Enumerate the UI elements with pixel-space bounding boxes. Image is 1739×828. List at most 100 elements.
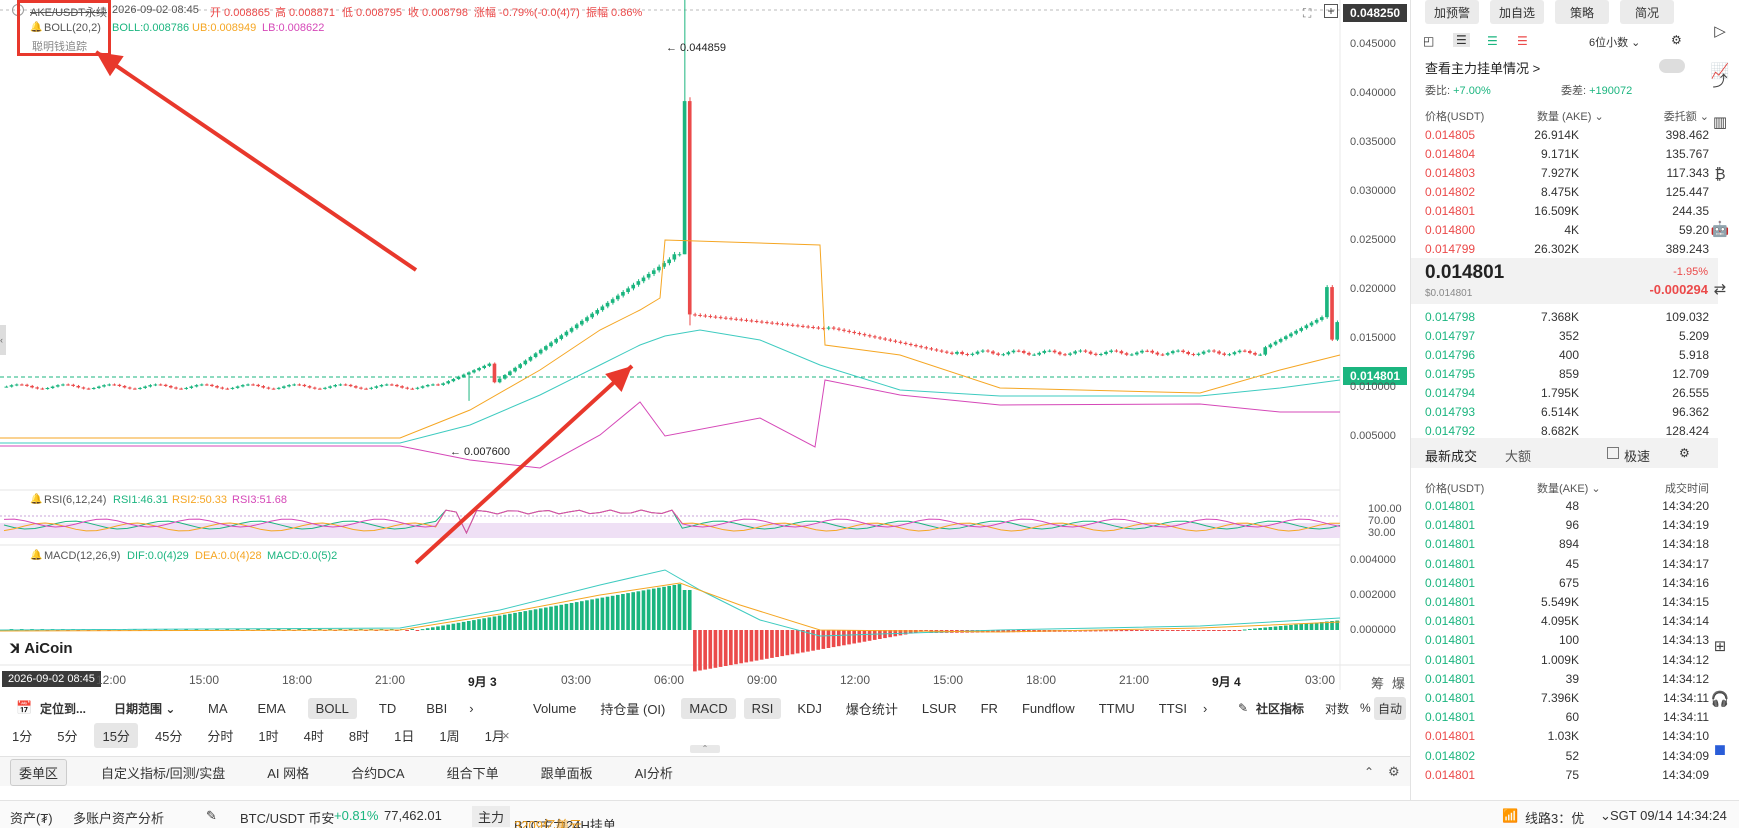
- book-row[interactable]: 0.014800 4K 59.20: [1425, 221, 1709, 240]
- bottom-tab[interactable]: 组合下单: [446, 765, 499, 781]
- line-status[interactable]: 线路3：优: [1525, 811, 1585, 826]
- sub-indicator-more-icon[interactable]: ›: [1202, 700, 1208, 716]
- sub-indicator-item[interactable]: RSI: [743, 697, 782, 719]
- fullscreen-icon[interactable]: ⛶: [1303, 6, 1312, 20]
- expand-panel-icon[interactable]: ⌃: [1364, 764, 1375, 779]
- swap-icon[interactable]: ⇄: [1713, 281, 1727, 298]
- tab-large-trades[interactable]: 大额: [1505, 449, 1532, 464]
- collapse-right-icon[interactable]: ▷: [1714, 23, 1726, 40]
- interval-item[interactable]: 15分: [94, 722, 138, 748]
- sub-indicator-item[interactable]: TTMU: [1098, 700, 1135, 716]
- support-icon[interactable]: 🎧: [1710, 691, 1730, 708]
- chip-icon[interactable]: 筹: [1371, 676, 1385, 691]
- sub-indicator-item[interactable]: 持仓量 (OI): [600, 701, 666, 717]
- sub-indicator-item[interactable]: Fundflow: [1021, 700, 1075, 716]
- indicator-td[interactable]: TD: [378, 700, 397, 716]
- interval-item[interactable]: 4时: [303, 728, 324, 744]
- main-orders-link[interactable]: 查看主力挂单情况 >: [1425, 61, 1541, 76]
- line-chevron-icon[interactable]: ⌄: [1600, 808, 1611, 823]
- fast-checkbox[interactable]: [1607, 447, 1619, 459]
- liq-icon[interactable]: 爆: [1392, 676, 1406, 691]
- bottom-tab[interactable]: 自定义指标/回测/实盘: [101, 765, 226, 781]
- interval-item[interactable]: 45分: [154, 728, 183, 744]
- indicator-ema[interactable]: EMA: [257, 700, 286, 716]
- panel-handle[interactable]: ⌃: [690, 745, 720, 753]
- ticker-pair[interactable]: BTC/USDT 币安: [240, 811, 335, 826]
- date-range-button[interactable]: 日期范围 ⌄: [114, 701, 176, 716]
- edit-icon[interactable]: ✎: [206, 808, 217, 823]
- sub-indicator-item[interactable]: 爆仓统计: [845, 701, 898, 717]
- analysis-icon[interactable]: 📈: [1710, 63, 1730, 80]
- book-row[interactable]: 0.014805 26.914K 398.462: [1425, 126, 1709, 145]
- bottom-tab[interactable]: AI 网格: [267, 765, 310, 781]
- book-col-qty[interactable]: 数量 (AKE) ⌄: [1537, 111, 1604, 123]
- percent-button[interactable]: %: [1360, 701, 1371, 715]
- interval-item[interactable]: 分时: [207, 728, 234, 744]
- sub-indicator-item[interactable]: LSUR: [921, 700, 957, 716]
- interval-item[interactable]: 1月: [484, 728, 505, 744]
- top-button[interactable]: 策略: [1555, 0, 1609, 24]
- chart-icon[interactable]: ▥: [1712, 114, 1728, 131]
- interval-item[interactable]: 1时: [258, 728, 279, 744]
- top-button[interactable]: 简况: [1620, 0, 1674, 24]
- indicator-boll[interactable]: BOLL: [307, 697, 357, 719]
- sub-indicator-item[interactable]: Volume: [533, 700, 577, 716]
- btc-icon[interactable]: ₿: [1714, 166, 1726, 183]
- interval-item[interactable]: 5分: [57, 728, 78, 744]
- locate-button[interactable]: 定位到...: [40, 701, 87, 716]
- book-row[interactable]: 0.014804 9.171K 135.767: [1425, 145, 1709, 164]
- book-col-amount[interactable]: 委托额 ⌄: [1663, 111, 1709, 123]
- interval-item[interactable]: 8时: [348, 728, 370, 744]
- indicator-bbi[interactable]: BBI: [426, 700, 448, 716]
- auto-button[interactable]: 自动: [1374, 696, 1407, 720]
- depth-icon-4[interactable]: ☰: [1517, 34, 1528, 48]
- book-row[interactable]: 0.014799 26.302K 389.243: [1425, 240, 1709, 259]
- multi-account-button[interactable]: 多账户资产分析: [73, 811, 165, 826]
- macd-bell-icon[interactable]: 🔔: [30, 550, 43, 561]
- book-row[interactable]: 0.014802 8.475K 125.447: [1425, 183, 1709, 202]
- bottom-tab[interactable]: 合约DCA: [351, 765, 405, 781]
- smart-money-label[interactable]: 聪明钱追踪: [32, 41, 87, 53]
- interval-item[interactable]: 1周: [439, 728, 460, 744]
- interval-item[interactable]: 1分: [12, 728, 33, 744]
- calendar-icon[interactable]: 📅: [16, 700, 33, 715]
- log-scale-button[interactable]: 对数: [1325, 701, 1350, 716]
- macd-label[interactable]: MACD(12,26,9): [44, 550, 121, 562]
- book-row[interactable]: 0.014794 1.795K 26.555: [1425, 384, 1709, 403]
- add-icon[interactable]: +: [1324, 4, 1338, 18]
- bottom-tab[interactable]: AI分析: [634, 765, 673, 781]
- chart-area[interactable]: AKE/USDT永续 2026-09-02 08:45 开 0.008865 高…: [0, 0, 1410, 691]
- bottom-tab[interactable]: 委单区: [10, 758, 68, 786]
- chart-canvas[interactable]: [0, 0, 1410, 690]
- indicator-more-icon[interactable]: ›: [469, 700, 474, 716]
- book-row[interactable]: 0.014796 400 5.918: [1425, 346, 1709, 365]
- depth-icon-2[interactable]: ☰: [1453, 33, 1470, 47]
- interval-item[interactable]: 1日: [394, 728, 415, 744]
- indicator-ma[interactable]: MA: [208, 700, 228, 716]
- grid-icon[interactable]: ⊞: [1713, 638, 1727, 655]
- book-settings-icon[interactable]: ⚙: [1671, 33, 1682, 47]
- interval-close-icon[interactable]: ×: [502, 727, 510, 743]
- sub-indicator-item[interactable]: FR: [980, 700, 998, 716]
- precision-select[interactable]: 6位小数 ⌄: [1589, 37, 1641, 49]
- book-row[interactable]: 0.014793 6.514K 96.362: [1425, 403, 1709, 422]
- community-icon[interactable]: ✎: [1238, 701, 1249, 715]
- assets-button[interactable]: 资产(₮): [10, 811, 53, 826]
- book-row[interactable]: 0.014797 352 5.209: [1425, 327, 1709, 346]
- robot-icon[interactable]: 🤖: [1710, 221, 1730, 238]
- tab-latest-trades[interactable]: 最新成交: [1425, 449, 1478, 464]
- top-button[interactable]: 加自选: [1490, 0, 1544, 24]
- left-collapse-handle[interactable]: ‹: [0, 325, 6, 355]
- sub-indicator-item[interactable]: MACD: [681, 697, 736, 719]
- boll-label[interactable]: BOLL(20,2): [44, 22, 101, 34]
- trades-col-qty[interactable]: 数量(AKE) ⌄: [1537, 483, 1601, 495]
- sub-indicator-item[interactable]: TTSI: [1158, 700, 1187, 716]
- main-orders-toggle[interactable]: [1659, 59, 1685, 73]
- book-row[interactable]: 0.014801 16.509K 244.35: [1425, 202, 1709, 221]
- sub-indicator-item[interactable]: KDJ: [797, 700, 822, 716]
- rsi-bell-icon[interactable]: 🔔: [30, 494, 43, 505]
- trend-icon[interactable]: ⤴: [1712, 73, 1728, 90]
- ai-bot-icon[interactable]: ◼: [1713, 741, 1727, 758]
- top-button[interactable]: 加预警: [1425, 0, 1479, 24]
- settings-icon[interactable]: ⚙: [1388, 763, 1400, 779]
